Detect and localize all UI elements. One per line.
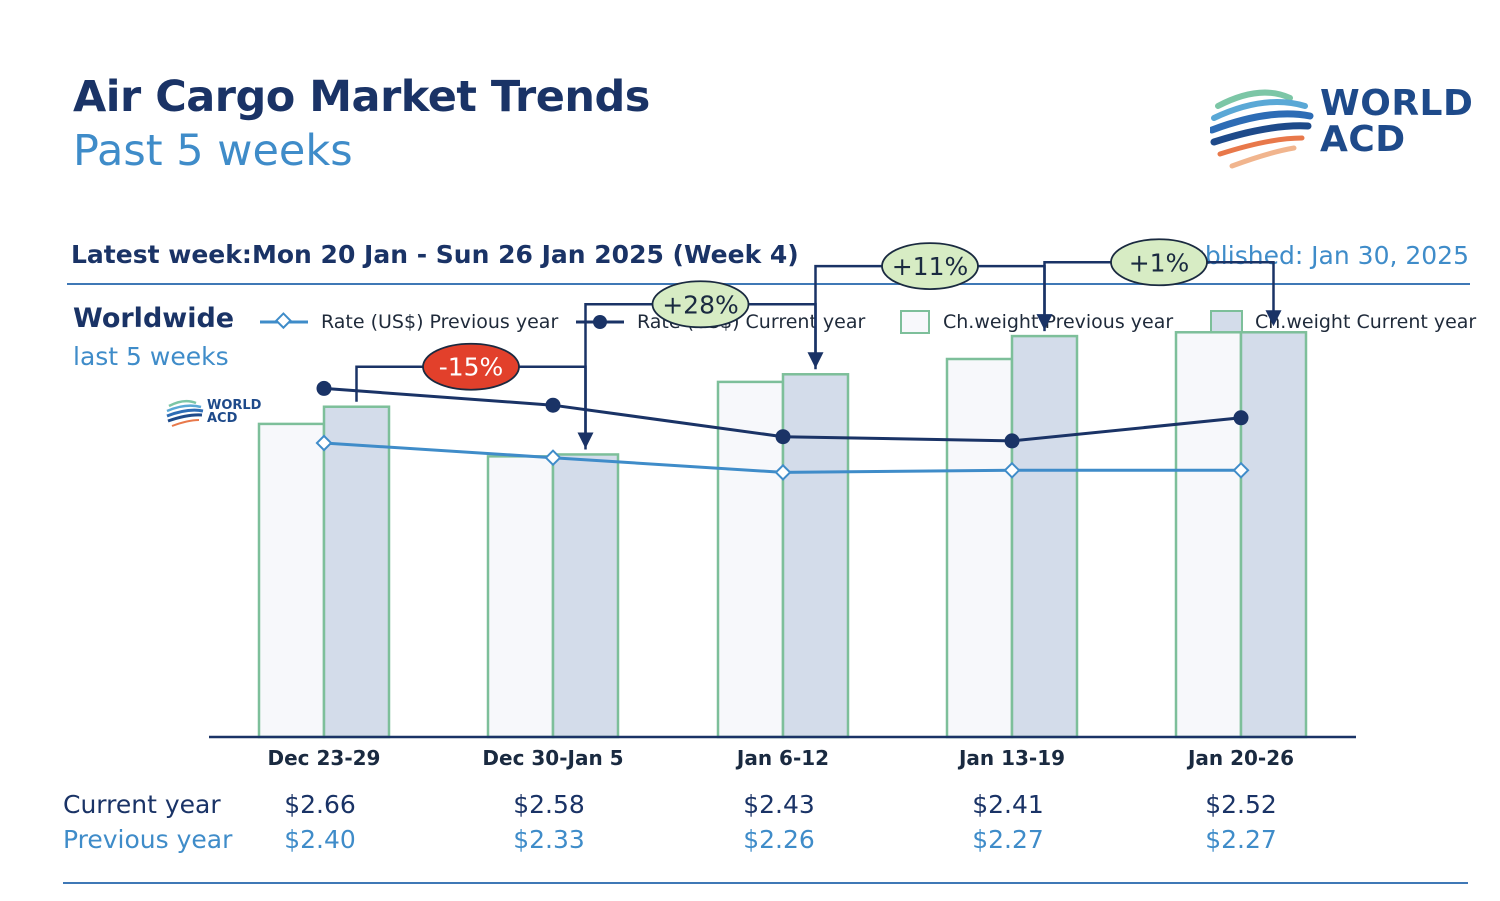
point-rate-prev — [774, 463, 792, 481]
change-arrow-icon — [1265, 310, 1282, 327]
previous-rate-cell: $2.40 — [284, 825, 356, 854]
bar-cw-cur — [322, 405, 391, 739]
watermark-logo-text: WORLD ACD — [207, 398, 262, 426]
previous-rate-cell: $2.26 — [743, 825, 815, 854]
current-rate-cell: $2.66 — [284, 790, 356, 819]
bar-cw-prev — [486, 455, 555, 739]
world-acd-logo-icon — [1210, 89, 1314, 169]
current-rate-cell: $2.52 — [1205, 790, 1277, 819]
region-period: last 5 weeks — [73, 342, 229, 371]
latest-week-label: Latest week: — [71, 240, 252, 269]
previous-year-label: Previous year — [63, 825, 233, 854]
change-badge — [1110, 238, 1208, 287]
previous-rate-cell: $2.27 — [1205, 825, 1277, 854]
published-date: Published: Jan 30, 2025 — [1174, 241, 1469, 270]
x-tick-label: Dec 23-29 — [267, 746, 381, 770]
bar-cw-cur — [1010, 334, 1079, 739]
legend-cw-cur: Ch.weight Current year — [1255, 311, 1477, 333]
watermark-logo-icon — [166, 399, 204, 427]
latest-week-range: Mon 20 Jan - Sun 26 Jan 2025 (Week 4) — [252, 240, 799, 269]
change-badge-label: -15% — [439, 353, 504, 382]
change-badge-label: +11% — [892, 252, 969, 281]
point-rate-cur — [1004, 433, 1020, 449]
point-rate-prev — [315, 434, 333, 452]
point-rate-prev — [1003, 461, 1021, 479]
legend-rate-cur-icon — [576, 315, 624, 329]
legend-cw-prev-swatch — [900, 310, 930, 334]
bar-cw-cur — [1239, 331, 1308, 739]
legend-rate-prev: Rate (US$) Previous year — [321, 311, 559, 333]
bar-cw-prev — [257, 422, 326, 739]
current-year-label: Current year — [63, 790, 221, 819]
point-rate-prev — [1232, 461, 1250, 479]
point-rate-cur — [545, 397, 561, 413]
legend-cw-prev: Ch.weight Previous year — [943, 311, 1174, 333]
current-rate-cell: $2.41 — [972, 790, 1044, 819]
chart-title: Air Cargo Market Trends — [73, 72, 650, 122]
point-rate-prev — [544, 449, 562, 467]
x-tick-label: Dec 30-Jan 5 — [482, 746, 624, 770]
current-rate-cell: $2.58 — [513, 790, 585, 819]
point-rate-cur — [316, 380, 332, 396]
change-badge — [881, 242, 979, 290]
change-badge — [651, 280, 750, 329]
change-badge-label: +28% — [662, 290, 739, 319]
bar-cw-cur — [551, 453, 620, 739]
x-tick-label: Jan 6-12 — [736, 746, 830, 770]
bar-cw-prev — [716, 380, 785, 739]
legend-cw-cur-swatch — [1210, 310, 1243, 334]
footer-divider — [63, 882, 1468, 884]
point-rate-cur — [1233, 410, 1249, 426]
x-tick-label: Jan 20-26 — [1187, 746, 1295, 770]
bar-cw-prev — [1174, 331, 1243, 739]
chart-subtitle: Past 5 weeks — [73, 126, 353, 176]
region-name: Worldwide — [73, 303, 235, 334]
previous-rate-cell: $2.33 — [513, 825, 585, 854]
point-rate-cur — [775, 429, 791, 445]
legend-rate-prev-icon — [260, 312, 308, 330]
logo-text: WORLD ACD — [1320, 83, 1474, 160]
header-divider — [67, 283, 1470, 285]
change-badge-label: +1% — [1129, 248, 1190, 277]
bar-cw-cur — [781, 373, 850, 739]
bar-cw-prev — [945, 357, 1014, 739]
change-badge — [422, 342, 520, 391]
previous-rate-cell: $2.27 — [972, 825, 1044, 854]
current-rate-cell: $2.43 — [743, 790, 815, 819]
x-tick-label: Jan 13-19 — [958, 746, 1066, 770]
